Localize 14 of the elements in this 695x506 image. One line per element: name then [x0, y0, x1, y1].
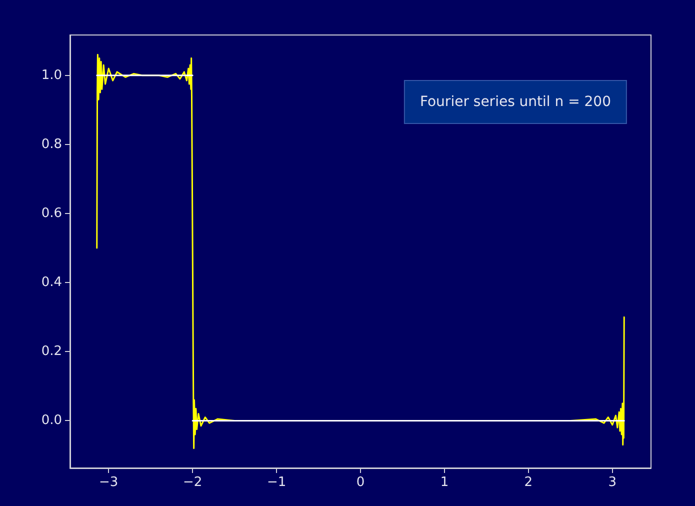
x-tick-label: 1: [440, 475, 449, 490]
x-tick-label: −2: [182, 475, 202, 490]
y-tick-label: 0.4: [41, 275, 62, 290]
y-tick-label: 0.8: [41, 136, 62, 152]
x-tick-label: 2: [524, 475, 533, 490]
y-tick-label: 0.0: [41, 413, 62, 428]
y-tick-label: 1.0: [41, 68, 62, 83]
x-tick-label: 3: [608, 475, 617, 490]
x-tick-label: −1: [266, 475, 286, 490]
y-tick-label: 0.2: [41, 344, 62, 360]
x-tick-label: −3: [99, 475, 118, 490]
annotation: Fourier series until n = 200: [420, 94, 612, 110]
y-tick-label: 0.6: [41, 206, 62, 222]
x-tick-label: 0: [356, 475, 365, 490]
